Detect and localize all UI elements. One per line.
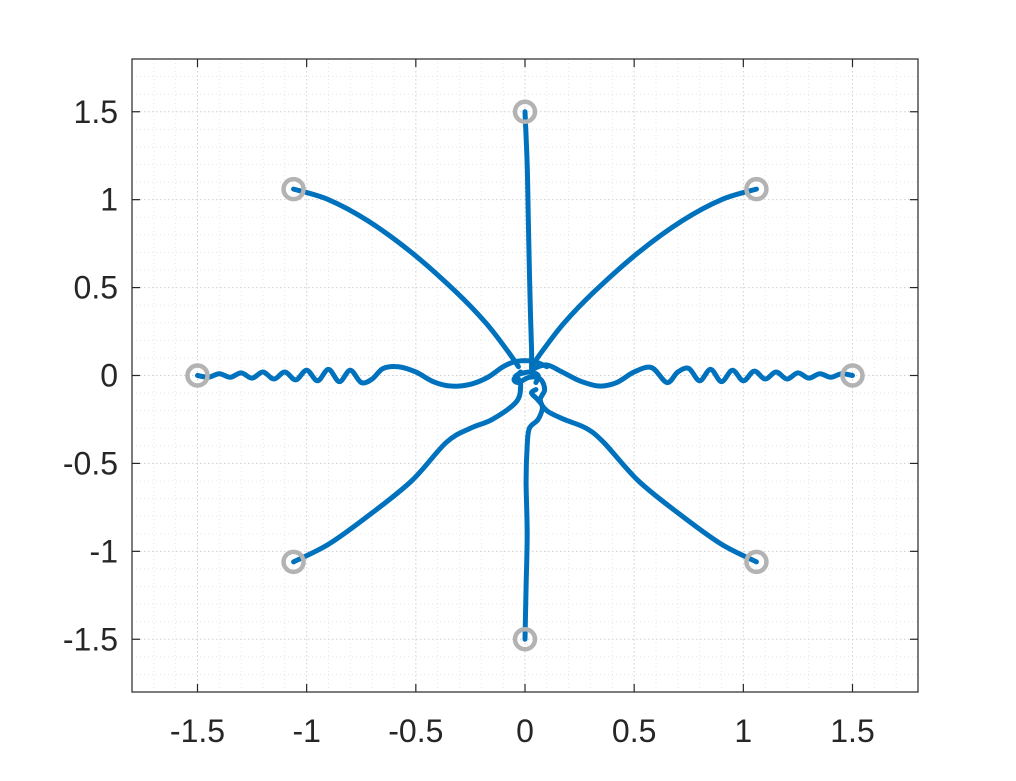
- tick-labels: -1.5 -1 -0.5 0 0.5 1 1.5 -1.5 -1 -0.5 0 0.5 1 1.5: [63, 94, 875, 749]
- y-tick-label: -0.5: [63, 445, 118, 481]
- trajectory-line-8: [522, 387, 545, 642]
- trajectory-line-3: [291, 186, 521, 370]
- y-tick-label: -1: [90, 533, 118, 569]
- y-tick-label: 1: [100, 182, 118, 218]
- x-tick-label: 1.5: [830, 713, 874, 749]
- start-marker-3: [840, 363, 865, 388]
- marker-group: [185, 99, 865, 652]
- trajectory-line-2: [529, 186, 759, 370]
- start-marker-7: [185, 363, 210, 388]
- y-tick-label: -1.5: [63, 621, 118, 657]
- x-tick-label: -1.5: [170, 713, 225, 749]
- y-tick-label: 0.5: [74, 270, 118, 306]
- trajectory-line-1: [522, 109, 535, 371]
- trajectory-line-4: [531, 362, 855, 389]
- x-tick-label: -0.5: [388, 713, 443, 749]
- start-marker-8: [281, 176, 306, 202]
- start-marker-4: [744, 549, 769, 575]
- axis-ticks: [132, 59, 918, 692]
- x-tick-label: 1: [734, 713, 752, 749]
- x-tick-label: 0.5: [612, 713, 656, 749]
- y-tick-label: 0: [100, 358, 118, 394]
- trajectory-line-7: [291, 369, 541, 565]
- y-tick-label: 1.5: [74, 94, 118, 130]
- start-marker-6: [281, 549, 306, 575]
- start-marker-2: [744, 176, 769, 202]
- start-marker-5: [512, 627, 538, 652]
- start-marker-1: [512, 99, 538, 124]
- axes-frame: [131, 58, 919, 693]
- trajectory-line-5: [195, 358, 550, 389]
- x-tick-label: -1: [292, 713, 320, 749]
- x-tick-label: 0: [516, 713, 534, 749]
- series-group: [195, 109, 855, 642]
